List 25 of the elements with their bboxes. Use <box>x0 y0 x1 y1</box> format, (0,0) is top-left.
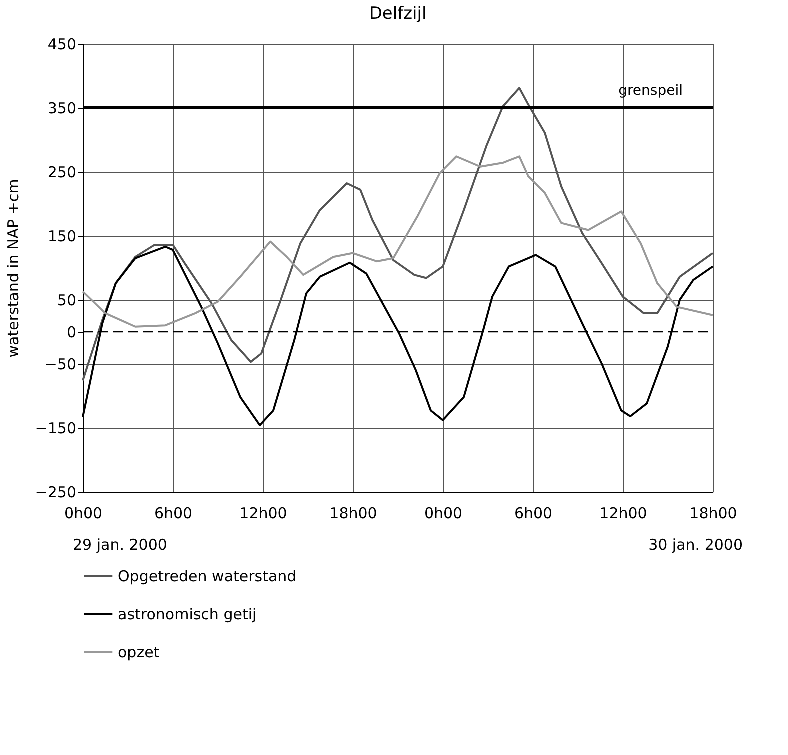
y-axis-title: waterstand in NAP +cm <box>4 179 22 358</box>
y-tick-label: 0 <box>66 324 76 342</box>
legend-label: opzet <box>118 644 160 662</box>
line-series <box>82 156 714 328</box>
y-tick-label: −250 <box>35 484 76 502</box>
x-tick-label: 12h00 <box>600 504 648 522</box>
x-tick-label: 12h00 <box>240 504 288 522</box>
x-tick-label: 0h00 <box>424 504 463 522</box>
y-tick-label: 150 <box>48 228 76 246</box>
x-tick-label: 18h00 <box>330 504 378 522</box>
y-tick-label: −150 <box>35 420 76 438</box>
y-tick-label: 450 <box>48 36 76 54</box>
y-tick-label: 350 <box>48 100 76 118</box>
y-tick-label: −50 <box>44 356 76 374</box>
x-tick-label: 18h00 <box>690 504 738 522</box>
x-tick-label: 6h00 <box>514 504 553 522</box>
legend-label: Opgetreden waterstand <box>118 568 297 586</box>
y-tick-label: 50 <box>57 292 76 310</box>
x-tick-label: 6h00 <box>154 504 193 522</box>
legend-label: astronomisch getij <box>118 606 257 624</box>
y-tick-label: 250 <box>48 164 76 182</box>
text: 29 jan. 2000 <box>73 536 168 554</box>
chart-title: Delfzijl <box>369 4 427 24</box>
text: 30 jan. 2000 <box>648 536 743 554</box>
x-tick-label: 0h00 <box>64 504 103 522</box>
